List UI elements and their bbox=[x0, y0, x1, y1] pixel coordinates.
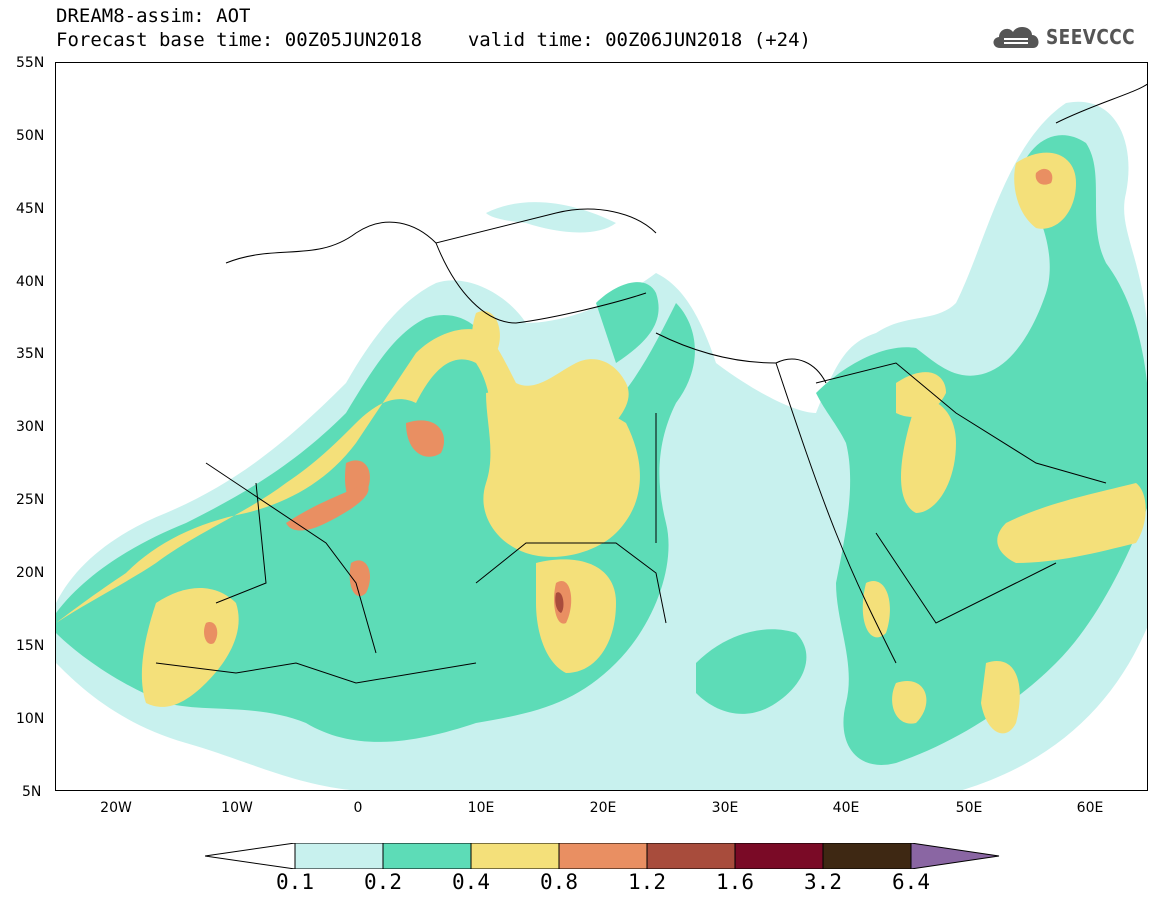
lon-label: 50E bbox=[955, 800, 983, 816]
lat-label: 30N bbox=[16, 419, 45, 435]
lat-label: 20N bbox=[16, 565, 45, 581]
lat-label: 10N bbox=[16, 711, 45, 727]
colorbar-label: 3.2 bbox=[804, 870, 842, 894]
colorbar-label: 6.4 bbox=[892, 870, 930, 894]
colorbar-label: 0.8 bbox=[540, 870, 578, 894]
colorbar-label: 0.2 bbox=[364, 870, 402, 894]
lat-label: 5N bbox=[22, 784, 42, 800]
map-borders bbox=[155, 83, 1147, 684]
lon-label: 20W bbox=[100, 800, 132, 816]
lon-label: 30E bbox=[711, 800, 739, 816]
map-canvas bbox=[56, 83, 1147, 790]
colorbar-label: 0.4 bbox=[452, 870, 490, 894]
lat-label: 50N bbox=[16, 128, 45, 144]
lon-label: 10E bbox=[467, 800, 495, 816]
colorbar-swatch bbox=[734, 843, 824, 869]
colorbar bbox=[205, 843, 1000, 869]
logo-text: SEEVCCC bbox=[1046, 25, 1136, 49]
colorbar-swatch bbox=[822, 843, 912, 869]
colorbar-label: 1.2 bbox=[628, 870, 666, 894]
colorbar-swatch bbox=[558, 843, 648, 869]
seevccc-logo: SEEVCCC bbox=[990, 22, 1151, 52]
forecast-time-line: Forecast base time: 00Z05JUN2018 valid t… bbox=[56, 29, 811, 51]
title-spacer bbox=[422, 29, 468, 51]
aot-map bbox=[55, 62, 1148, 791]
colorbar-high-arrow bbox=[910, 843, 1000, 869]
lat-label: 35N bbox=[16, 346, 45, 362]
colorbar-swatch bbox=[294, 843, 384, 869]
valid-time-label: valid time: 00Z06JUN2018 (+24) bbox=[467, 29, 811, 51]
lon-label: 60E bbox=[1076, 800, 1104, 816]
lon-label: 20E bbox=[589, 800, 617, 816]
base-time-label: Forecast base time: 00Z05JUN2018 bbox=[56, 29, 423, 51]
lat-label: 25N bbox=[16, 492, 45, 508]
lon-label: 40E bbox=[832, 800, 860, 816]
lat-label: 45N bbox=[16, 201, 45, 217]
colorbar-swatch bbox=[646, 843, 736, 869]
colorbar-swatch bbox=[470, 843, 560, 869]
lon-label: 10W bbox=[221, 800, 253, 816]
colorbar-swatch bbox=[382, 843, 472, 869]
colorbar-label: 1.6 bbox=[716, 870, 754, 894]
colorbar-label: 0.1 bbox=[276, 870, 314, 894]
lat-label: 15N bbox=[16, 638, 45, 654]
map-title: DREAM8-assim: AOT bbox=[56, 5, 251, 27]
aot-band-1-2 bbox=[555, 592, 564, 613]
lat-label: 40N bbox=[16, 274, 45, 290]
cloud-icon bbox=[993, 26, 1039, 48]
lat-label: 55N bbox=[16, 55, 45, 71]
aot-band-0-8 bbox=[203, 168, 1053, 644]
aot-band-0-4 bbox=[56, 152, 1146, 734]
colorbar-low-arrow bbox=[205, 843, 296, 869]
lon-label: 0 bbox=[353, 800, 363, 816]
